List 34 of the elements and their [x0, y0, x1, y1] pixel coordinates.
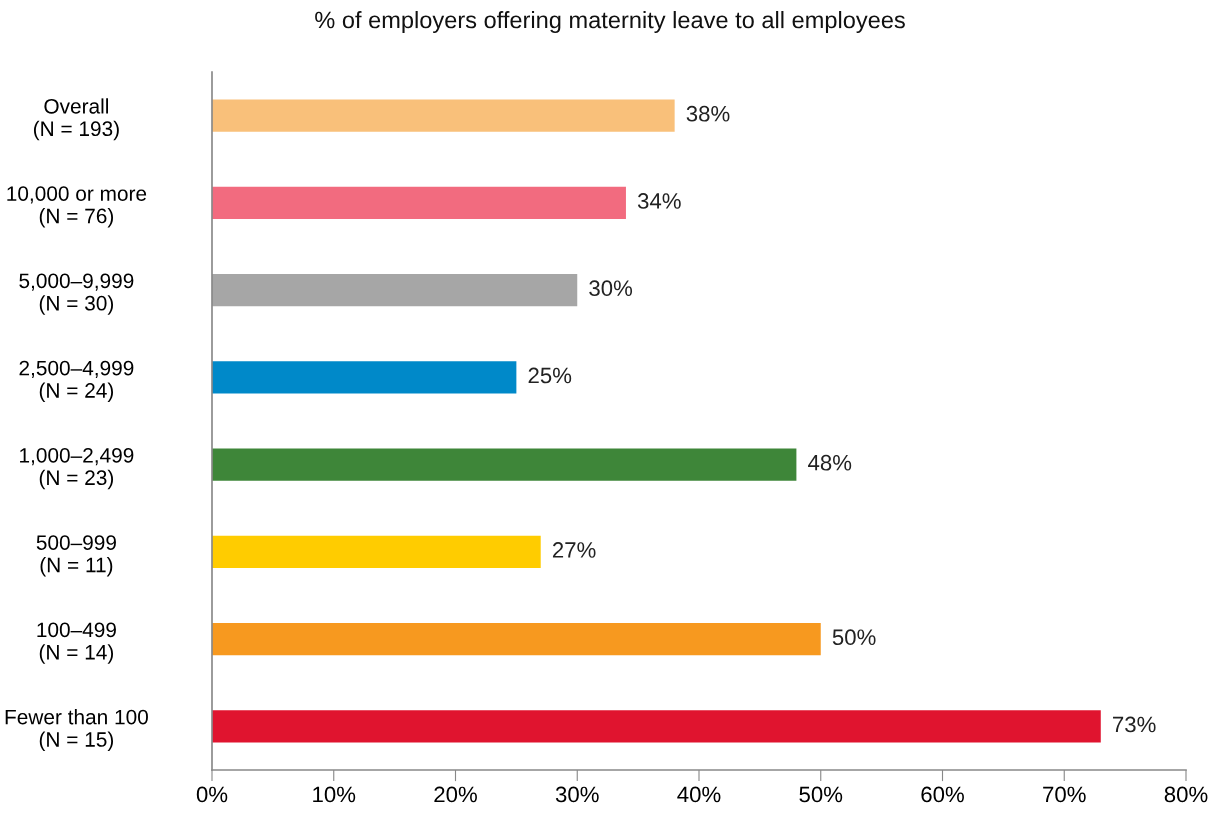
bar: [212, 273, 578, 307]
bar: [212, 710, 1101, 743]
y-tick-label: 500–999 (N = 11): [36, 535, 116, 577]
y-tick-label: 5,000–9,999 (N = 30): [19, 273, 134, 315]
x-tick-label: 0%: [196, 786, 228, 803]
y-tick-label: 100–499 (N = 14): [37, 622, 116, 664]
y-tick-label: 2,500–4,999 (N = 24): [19, 360, 134, 402]
x-tick-label: 50%: [799, 786, 843, 803]
bar: [212, 99, 675, 132]
data-label: 27%: [552, 542, 596, 558]
x-tick-label: 80%: [1164, 786, 1208, 803]
bar: [212, 361, 517, 394]
y-tick-label: Fewer than 100 (N = 15): [5, 709, 148, 751]
x-tick-label: 30%: [555, 786, 599, 803]
bar: [212, 186, 626, 220]
data-label: 50%: [832, 629, 876, 646]
x-tick-label: 20%: [434, 786, 477, 803]
x-tick-label: 60%: [921, 786, 964, 803]
chart-title: % of employers offering maternity leave to all employees: [315, 11, 905, 34]
x-tick-label: 10%: [313, 786, 356, 803]
x-tick-label: 40%: [677, 786, 721, 803]
data-label: 25%: [528, 367, 572, 384]
x-tick-label: 70%: [1043, 786, 1086, 803]
data-label: 48%: [808, 454, 852, 471]
data-label: 73%: [1113, 716, 1156, 733]
data-label: 34%: [637, 193, 681, 209]
bar: [212, 622, 821, 656]
y-tick-label: 10,000 or more (N = 76): [7, 186, 147, 228]
y-tick-label: 1,000–2,499 (N = 23): [20, 447, 134, 490]
y-tick-label: Overall (N = 193): [33, 98, 119, 141]
bar: [212, 535, 541, 569]
data-label: 30%: [589, 280, 633, 297]
data-label: 38%: [686, 105, 730, 122]
bar: [212, 448, 797, 481]
